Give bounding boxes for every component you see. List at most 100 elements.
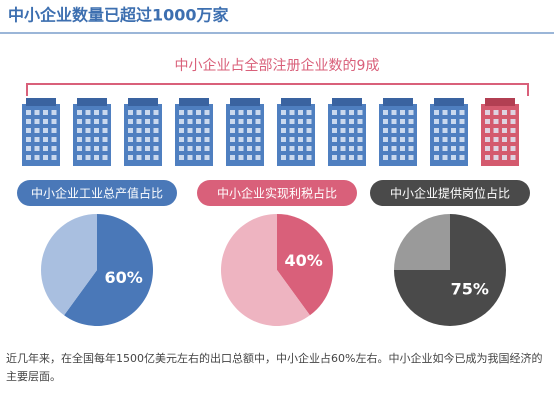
window [493, 128, 499, 133]
window [204, 137, 210, 142]
window [145, 128, 150, 133]
window [230, 137, 235, 142]
window [298, 110, 303, 115]
window [357, 119, 363, 124]
window [94, 146, 99, 151]
window [145, 146, 150, 151]
window [281, 155, 286, 160]
window [485, 155, 490, 160]
window [34, 146, 40, 151]
window [306, 119, 312, 124]
window [145, 137, 150, 142]
window [340, 146, 346, 151]
window [51, 146, 57, 151]
building-top [434, 98, 464, 106]
window [77, 137, 82, 142]
window [332, 155, 337, 160]
building-top [230, 98, 260, 106]
subtitle: 中小企业占全部注册企业数的9成 [175, 57, 380, 74]
window [230, 119, 235, 124]
window [357, 155, 363, 160]
window [306, 137, 312, 142]
window [332, 110, 337, 115]
window [94, 155, 99, 160]
window [153, 155, 159, 160]
window [136, 146, 142, 151]
window [102, 110, 108, 115]
window [238, 155, 244, 160]
window [383, 155, 388, 160]
window [85, 137, 91, 142]
window [204, 146, 210, 151]
window [34, 119, 40, 124]
window [434, 119, 439, 124]
window [434, 128, 439, 133]
window [400, 110, 405, 115]
window [502, 155, 507, 160]
window [247, 110, 252, 115]
window [357, 110, 363, 115]
window [238, 110, 244, 115]
window [357, 146, 363, 151]
window [493, 137, 499, 142]
window [349, 155, 354, 160]
window [26, 146, 31, 151]
window [306, 110, 312, 115]
window [136, 110, 142, 115]
window [340, 128, 346, 133]
slice-label: 75% [451, 279, 489, 298]
window [493, 155, 499, 160]
window [85, 110, 91, 115]
window [43, 155, 48, 160]
window [408, 119, 414, 124]
window [77, 128, 82, 133]
window [179, 128, 184, 133]
building-top [77, 98, 107, 106]
window [434, 110, 439, 115]
window [510, 137, 516, 142]
window [510, 155, 516, 160]
note-box: 近几年来，在全国每年1500亿美元左右的出口总额中，中小企业占60%左右。中小企… [6, 352, 542, 383]
window [51, 110, 57, 115]
window [26, 155, 31, 160]
window [502, 128, 507, 133]
window [459, 146, 465, 151]
pie-title-pill [370, 180, 530, 206]
pie-slice [40, 214, 97, 316]
pie-slice [394, 214, 450, 270]
window [187, 110, 193, 115]
window [153, 146, 159, 151]
window [196, 119, 201, 124]
window [434, 137, 439, 142]
buildings [22, 98, 519, 166]
window [451, 119, 456, 124]
window [255, 128, 261, 133]
window [408, 137, 414, 142]
pie-title: 中小企业提供岗位占比 [390, 186, 510, 201]
pie-slice [221, 214, 310, 326]
pie-title: 中小企业工业总产值占比 [31, 186, 163, 201]
window [247, 137, 252, 142]
window [204, 119, 210, 124]
window [179, 146, 184, 151]
window [204, 155, 210, 160]
window [391, 146, 397, 151]
window [391, 119, 397, 124]
window [485, 110, 490, 115]
window [179, 137, 184, 142]
window [408, 146, 414, 151]
window [102, 146, 108, 151]
window [34, 137, 40, 142]
window [434, 146, 439, 151]
window [196, 155, 201, 160]
window [289, 110, 295, 115]
window [238, 128, 244, 133]
window [94, 119, 99, 124]
window [128, 155, 133, 160]
window [128, 137, 133, 142]
window [85, 146, 91, 151]
window [289, 128, 295, 133]
window [306, 155, 312, 160]
window [43, 137, 48, 142]
window [391, 128, 397, 133]
